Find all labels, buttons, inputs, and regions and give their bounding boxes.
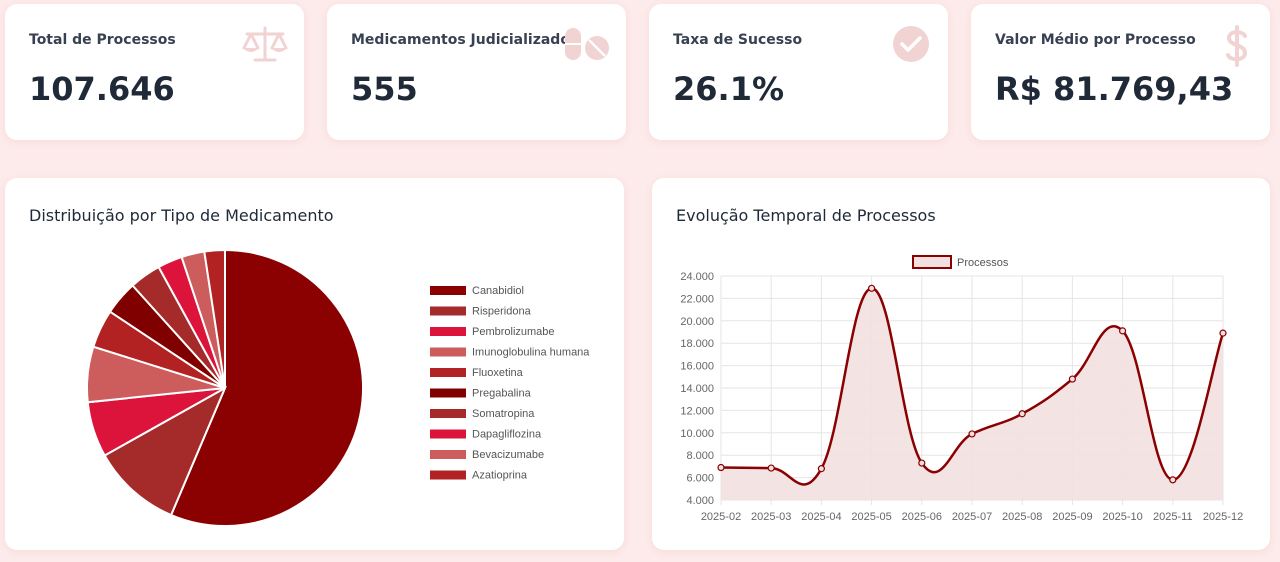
legend-swatch: [430, 286, 466, 295]
check-circle-icon: [893, 26, 929, 62]
stat-value: R$ 81.769,43: [995, 70, 1234, 108]
x-tick-label: 2025-08: [1002, 511, 1042, 523]
y-tick-label: 24.000: [680, 271, 714, 283]
x-tick-label: 2025-05: [851, 511, 891, 523]
y-tick-label: 8.000: [686, 450, 714, 462]
stat-title: Total de Processos: [29, 32, 176, 48]
legend-swatch[interactable]: [912, 255, 952, 269]
legend-swatch: [430, 368, 466, 377]
data-point[interactable]: [868, 284, 876, 292]
legend-label: Somatropina: [472, 408, 535, 420]
stat-value: 555: [351, 70, 418, 108]
legend-swatch: [430, 409, 466, 418]
data-point[interactable]: [1068, 375, 1076, 383]
y-tick-label: 20.000: [680, 316, 714, 328]
stat-card-total-processos: Total de Processos 107.646: [5, 4, 304, 140]
legend-swatch: [430, 306, 466, 316]
legend-label: Bevacizumabe: [472, 449, 544, 461]
legend-swatch: [430, 429, 466, 439]
legend-label: Pregabalina: [472, 388, 532, 400]
chart-title: Distribuição por Tipo de Medicamento: [29, 206, 334, 225]
legend-label: Pembrolizumabe: [472, 326, 555, 338]
stat-title: Medicamentos Judicializados: [351, 32, 579, 48]
data-point[interactable]: [717, 463, 725, 472]
legend-label: Imunoglobulina humana: [472, 347, 590, 359]
y-tick-label: 14.000: [680, 383, 714, 395]
legend-swatch: [430, 327, 466, 336]
y-tick-label: 18.000: [680, 338, 714, 350]
y-tick-label: 12.000: [680, 405, 714, 417]
pills-icon: [565, 28, 609, 60]
x-tick-label: 2025-10: [1102, 511, 1142, 523]
pie-chart-card: Distribuição por Tipo de Medicamento Can…: [5, 178, 624, 550]
legend-swatch: [430, 388, 466, 398]
legend-label: Fluoxetina: [472, 367, 524, 379]
scale-icon: [242, 26, 288, 62]
legend-label: Risperidona: [472, 306, 532, 318]
data-point[interactable]: [1219, 329, 1227, 337]
legend-label: Dapagliflozina: [472, 429, 542, 441]
dollar-icon: [1226, 25, 1248, 67]
data-point[interactable]: [817, 465, 825, 473]
x-tick-label: 2025-04: [801, 511, 841, 523]
x-tick-label: 2025-02: [701, 511, 741, 523]
legend-label: Canabidiol: [472, 285, 524, 297]
y-tick-label: 6.000: [686, 473, 714, 485]
legend-label: Azatioprina: [472, 470, 528, 482]
pie-slice[interactable]: [203, 248, 226, 389]
legend-swatch: [430, 450, 466, 459]
legend-label[interactable]: Processos: [957, 257, 1009, 269]
y-tick-label: 4.000: [686, 495, 714, 507]
x-tick-label: 2025-03: [751, 511, 791, 523]
line-chart-card: Evolução Temporal de Processos 24.000 22.…: [652, 178, 1270, 550]
stat-card-taxa-sucesso: Taxa de Sucesso 26.1%: [649, 4, 948, 140]
x-tick-label: 2025-09: [1052, 511, 1092, 523]
y-tick-label: 10.000: [680, 428, 714, 440]
data-point[interactable]: [968, 430, 976, 438]
legend-swatch: [430, 470, 466, 480]
x-tick-label: 2025-07: [952, 511, 992, 523]
data-point[interactable]: [1018, 410, 1026, 418]
line-chart: 24.000 22.000 20.000 18.000 16.000 14.000 12.0…: [680, 255, 1243, 523]
data-point[interactable]: [1169, 476, 1177, 484]
stat-title: Taxa de Sucesso: [673, 32, 803, 48]
x-tick-label: 2025-06: [902, 511, 942, 523]
stat-card-medicamentos: Medicamentos Judicializados 555: [327, 4, 626, 140]
stat-card-valor-medio: Valor Médio por Processo R$ 81.769,43: [971, 4, 1270, 140]
stat-title: Valor Médio por Processo: [995, 32, 1196, 48]
data-point[interactable]: [1119, 327, 1127, 335]
data-point[interactable]: [918, 459, 926, 467]
chart-title: Evolução Temporal de Processos: [676, 206, 936, 225]
stat-value: 107.646: [29, 70, 175, 108]
x-tick-label: 2025-12: [1203, 511, 1243, 523]
pie-slice[interactable]: [169, 248, 364, 527]
y-tick-label: 16.000: [680, 361, 714, 373]
x-tick-label: 2025-11: [1153, 511, 1193, 523]
y-tick-label: 22.000: [680, 293, 714, 305]
pie-chart: Canabidiol Risperidona Pembrolizumabe Imuno…: [86, 248, 590, 527]
stat-value: 26.1%: [673, 70, 785, 108]
legend-swatch: [430, 347, 466, 357]
data-point[interactable]: [767, 464, 775, 472]
pie-slice[interactable]: [103, 385, 228, 517]
